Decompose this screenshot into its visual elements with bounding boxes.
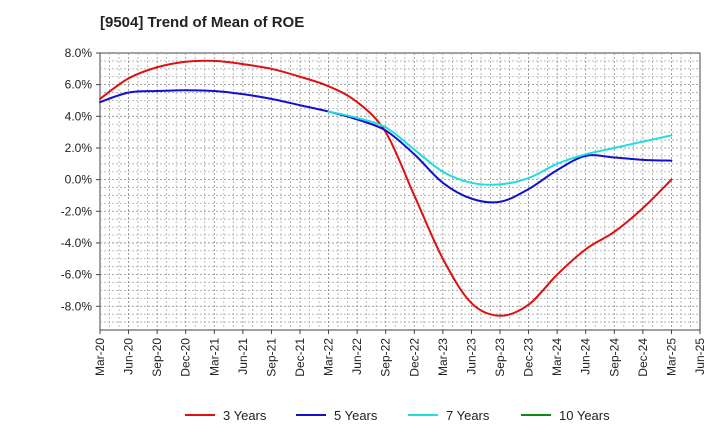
x-tick-label: Mar-21: [207, 338, 221, 376]
legend-label-7-years: 7 Years: [446, 408, 490, 423]
legend-item-10-years: 10 Years: [521, 408, 610, 423]
x-tick-label: Dec-20: [179, 338, 193, 377]
y-tick-label: 6.0%: [65, 78, 93, 92]
x-tick-label: Sep-24: [607, 338, 621, 377]
y-tick-label: -4.0%: [61, 236, 93, 250]
x-tick-label: Dec-23: [522, 338, 536, 377]
x-tick-label: Jun-22: [350, 338, 364, 375]
x-tick-label: Mar-22: [322, 338, 336, 376]
x-tick-label: Jun-21: [236, 338, 250, 375]
series-line-5-years: [99, 89, 673, 204]
legend-item-3-years: 3 Years: [185, 408, 267, 423]
legend-label-10-years: 10 Years: [559, 408, 610, 423]
x-tick-label: Dec-21: [293, 338, 307, 377]
y-tick-label: 4.0%: [65, 109, 93, 123]
y-tick-label: 0.0%: [65, 173, 93, 187]
legend-item-5-years: 5 Years: [296, 408, 378, 423]
chart-title: [9504] Trend of Mean of ROE: [100, 14, 305, 31]
series-line-7-years: [327, 110, 673, 186]
legend-label-3-years: 3 Years: [223, 408, 267, 423]
x-tick-label: Jun-23: [464, 338, 478, 375]
x-tick-label: Sep-22: [379, 338, 393, 377]
legend-label-5-years: 5 Years: [334, 408, 378, 423]
y-tick-label: -2.0%: [61, 204, 93, 218]
y-tick-label: -6.0%: [61, 268, 93, 282]
x-tick-label: Dec-22: [407, 338, 421, 377]
x-tick-label: Mar-23: [436, 338, 450, 376]
x-tick-label: Mar-24: [550, 338, 564, 376]
x-tick-label: Jun-20: [122, 338, 136, 375]
x-tick-label: Sep-20: [150, 338, 164, 377]
x-tick-label: Dec-24: [636, 338, 650, 377]
series-line-3-years: [99, 59, 673, 317]
y-tick-label: 8.0%: [65, 46, 93, 60]
x-tick-label: Jun-24: [579, 338, 593, 375]
legend-item-7-years: 7 Years: [408, 408, 490, 423]
y-tick-label: -8.0%: [61, 299, 93, 313]
y-tick-label: 2.0%: [65, 141, 93, 155]
x-tick-label: Sep-23: [493, 338, 507, 377]
x-tick-label: Jun-25: [693, 338, 707, 375]
plot-area: [99, 52, 701, 331]
x-tick-label: Sep-21: [264, 338, 278, 377]
x-tick-label: Mar-20: [93, 338, 107, 376]
x-tick-label: Mar-25: [664, 338, 678, 376]
